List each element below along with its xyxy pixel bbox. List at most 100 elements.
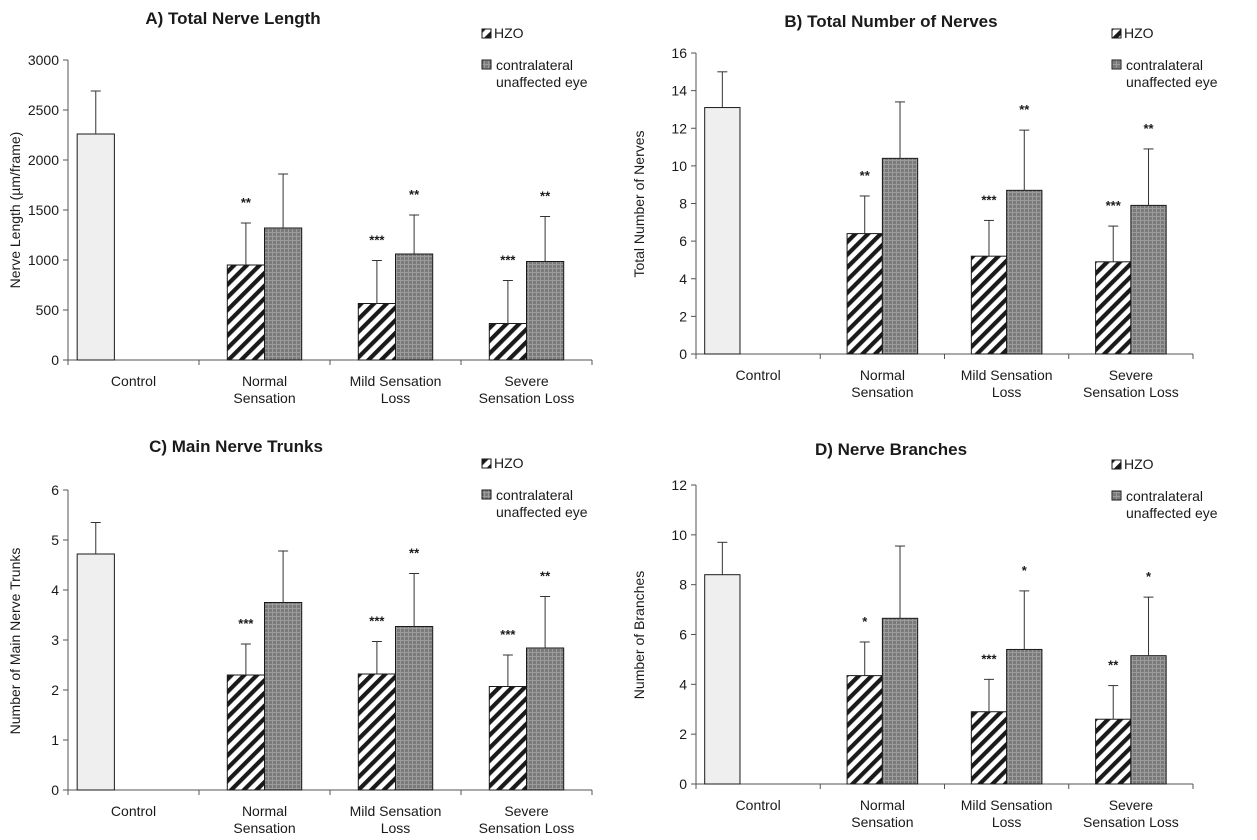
x-tick-label: Control <box>736 367 781 383</box>
hzo-bar <box>488 323 527 361</box>
chart-panel-c: C) Main Nerve Trunks Number of Main Nerve… <box>0 420 628 840</box>
contralateral-bar <box>526 261 565 361</box>
significance-label: ** <box>540 569 551 584</box>
control-bar <box>704 574 741 785</box>
significance-label: *** <box>500 253 516 268</box>
y-tick-label: 14 <box>671 83 687 99</box>
x-tick-label: Control <box>736 797 781 813</box>
hzo-bar <box>488 686 527 791</box>
chart-svg: B) Total Number of Nerves Total Number of… <box>631 12 1218 400</box>
control-bar <box>704 107 741 355</box>
y-tick-label: 8 <box>679 577 687 593</box>
hzo-bar <box>357 303 396 361</box>
x-tick-label: Severe <box>1109 797 1154 813</box>
x-tick-label: Sensation <box>851 814 913 830</box>
y-tick-label: 2000 <box>28 152 59 168</box>
contralateral-bar <box>1006 189 1043 355</box>
chart-title: C) Main Nerve Trunks <box>149 437 323 456</box>
significance-label: ** <box>1019 102 1030 117</box>
legend-hzo-swatch <box>1111 28 1122 39</box>
legend-contralateral-label: unaffected eye <box>1126 505 1218 521</box>
y-tick-label: 8 <box>679 196 687 212</box>
control-bar <box>76 553 115 791</box>
chart-title: D) Nerve Branches <box>815 440 967 459</box>
y-tick-label: 500 <box>36 302 60 318</box>
significance-label: ** <box>409 187 420 202</box>
contralateral-bar <box>881 157 919 355</box>
legend-contralateral-swatch <box>1111 59 1122 70</box>
y-tick-label: 5 <box>51 532 59 548</box>
x-tick-label: Mild Sensation <box>961 367 1053 383</box>
contralateral-bar <box>1006 648 1043 785</box>
y-tick-label: 3 <box>51 632 59 648</box>
significance-label: *** <box>238 616 254 631</box>
legend-contralateral-swatch <box>1111 490 1122 501</box>
contralateral-bar <box>1130 655 1167 785</box>
x-tick-label: Loss <box>992 384 1022 400</box>
y-tick-label: 4 <box>51 582 59 598</box>
significance-label: *** <box>369 614 385 629</box>
legend-hzo-label: HZO <box>494 455 524 471</box>
y-tick-label: 3000 <box>28 52 59 68</box>
significance-label: ** <box>409 546 420 561</box>
legend-hzo-label: HZO <box>1124 456 1154 472</box>
significance-label: ** <box>540 189 551 204</box>
significance-label: *** <box>500 627 516 642</box>
chart-panel-a: A) Total Nerve Length Nerve Length (µm/fr… <box>0 0 628 420</box>
legend-contralateral-label: unaffected eye <box>496 504 588 520</box>
x-tick-label: Loss <box>381 390 411 406</box>
y-tick-label: 0 <box>679 776 687 792</box>
y-tick-label: 6 <box>679 233 687 249</box>
chart-title: B) Total Number of Nerves <box>784 12 997 31</box>
y-axis-label: Number of Branches <box>631 571 647 699</box>
x-tick-label: Severe <box>1109 367 1154 383</box>
legend-hzo-label: HZO <box>1124 25 1154 41</box>
hzo-bar <box>1095 261 1132 355</box>
x-tick-label: Control <box>111 373 156 389</box>
y-axis-label: Nerve Length (µm/frame) <box>7 132 23 289</box>
x-tick-label: Normal <box>242 373 287 389</box>
x-tick-label: Mild Sensation <box>350 803 442 819</box>
legend-hzo-swatch <box>481 28 492 39</box>
chart-svg: A) Total Nerve Length Nerve Length (µm/fr… <box>7 9 593 406</box>
hzo-bar <box>970 255 1008 355</box>
hzo-bar <box>970 711 1008 785</box>
y-tick-label: 1500 <box>28 202 59 218</box>
x-tick-label: Sensation <box>233 390 295 406</box>
y-tick-label: 12 <box>671 120 687 136</box>
y-tick-label: 6 <box>51 482 59 498</box>
legend-hzo-swatch <box>1111 459 1122 470</box>
contralateral-bar <box>881 617 919 785</box>
x-tick-label: Sensation Loss <box>1083 384 1179 400</box>
significance-label: * <box>1146 569 1152 584</box>
significance-label: ** <box>860 168 871 183</box>
significance-label: *** <box>1106 198 1122 213</box>
x-tick-label: Normal <box>242 803 287 819</box>
y-tick-label: 10 <box>671 527 687 543</box>
x-tick-label: Control <box>111 803 156 819</box>
legend-contralateral-label: contralateral <box>496 487 573 503</box>
x-tick-label: Sensation Loss <box>479 820 575 836</box>
contralateral-bar <box>264 602 303 791</box>
chart-svg: D) Nerve Branches Number of Branches 0 2 4 6 8… <box>631 440 1218 830</box>
y-tick-label: 4 <box>679 271 687 287</box>
y-tick-label: 10 <box>671 158 687 174</box>
significance-label: ** <box>1143 121 1154 136</box>
contralateral-bar <box>526 647 565 791</box>
legend-contralateral-label: contralateral <box>496 57 573 73</box>
hzo-bar <box>846 675 883 785</box>
y-tick-label: 2 <box>679 308 687 324</box>
significance-label: * <box>862 614 868 629</box>
y-tick-label: 0 <box>51 782 59 798</box>
y-tick-label: 2500 <box>28 102 59 118</box>
y-tick-label: 1000 <box>28 252 59 268</box>
x-tick-label: Severe <box>504 373 549 389</box>
y-axis-label: Number of Main Nerve Trunks <box>7 548 23 735</box>
contralateral-bar <box>264 227 303 361</box>
control-bar <box>76 133 115 361</box>
legend-contralateral-swatch <box>481 59 492 70</box>
contralateral-bar <box>395 253 434 361</box>
y-tick-label: 2 <box>679 726 687 742</box>
y-tick-label: 4 <box>679 676 687 692</box>
x-tick-label: Normal <box>860 367 905 383</box>
